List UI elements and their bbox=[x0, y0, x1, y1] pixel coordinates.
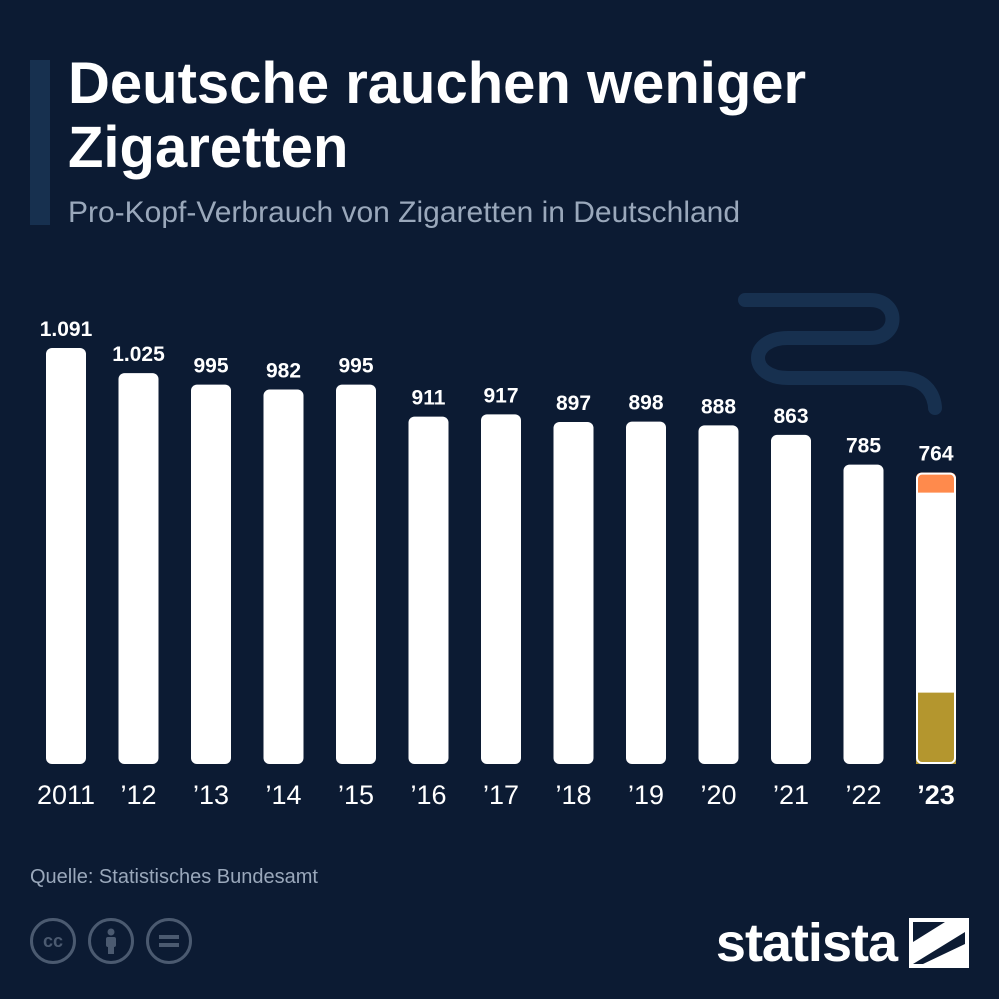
chart-subtitle: Pro-Kopf-Verbrauch von Zigaretten in Deu… bbox=[68, 196, 741, 229]
cc-icon-label: cc bbox=[42, 930, 64, 951]
value-label: 764 bbox=[918, 443, 953, 466]
bar bbox=[46, 348, 86, 764]
bar bbox=[481, 414, 521, 764]
bar bbox=[626, 421, 666, 764]
bar bbox=[553, 421, 594, 764]
source-note: Quelle: Statistisches Bundesamt bbox=[30, 866, 318, 888]
title-accent-bar bbox=[30, 60, 50, 225]
cigarette-ember bbox=[916, 472, 956, 493]
value-label: 982 bbox=[266, 360, 301, 383]
x-tick-label: ’16 bbox=[410, 780, 446, 810]
nd-equals-icon[interactable] bbox=[146, 918, 192, 964]
bar bbox=[336, 384, 376, 764]
x-tick-label: 2011 bbox=[37, 780, 95, 810]
bar bbox=[408, 416, 449, 764]
equals-glyph-icon bbox=[159, 935, 179, 947]
person-glyph-icon bbox=[106, 928, 116, 954]
license-icons: cc bbox=[30, 918, 192, 964]
bar bbox=[191, 384, 231, 764]
x-tick-label: ’21 bbox=[773, 780, 809, 810]
bar bbox=[263, 389, 304, 764]
x-tick-label: ’20 bbox=[700, 780, 736, 810]
logo-text: statista bbox=[715, 913, 898, 973]
bar-chart: 1.091 2011 1.025 ’12 995 ’13 982 ’14 995 ’15 911 ’1… bbox=[37, 293, 956, 810]
cc-icon[interactable]: cc bbox=[30, 918, 76, 964]
x-tick-label: ’18 bbox=[555, 780, 591, 810]
bar bbox=[843, 464, 884, 764]
logo-mark-icon bbox=[909, 918, 969, 968]
value-label: 888 bbox=[701, 395, 736, 418]
bar bbox=[771, 434, 811, 764]
x-tick-label: ’22 bbox=[845, 780, 881, 810]
value-label: 785 bbox=[846, 435, 881, 458]
value-label: 1.025 bbox=[112, 343, 165, 366]
x-tick-label: ’17 bbox=[483, 780, 519, 810]
bar bbox=[698, 425, 739, 764]
value-label: 995 bbox=[338, 355, 373, 378]
x-tick-label: ’13 bbox=[193, 780, 229, 810]
by-person-icon[interactable] bbox=[88, 918, 134, 964]
statista-logo[interactable]: statista bbox=[716, 913, 969, 973]
x-tick-label: ’14 bbox=[265, 780, 301, 810]
value-label: 897 bbox=[556, 392, 591, 415]
bar-highlight-cigarette bbox=[916, 472, 956, 764]
value-label: 898 bbox=[628, 392, 663, 415]
value-label: 917 bbox=[483, 384, 518, 407]
smoke-decoration bbox=[738, 293, 942, 415]
bar bbox=[118, 373, 159, 764]
cigarette-outline bbox=[916, 472, 956, 764]
chart-title: Deutsche rauchen weniger Zigaretten bbox=[68, 51, 807, 180]
x-tick-label: ’12 bbox=[120, 780, 156, 810]
value-label: 911 bbox=[412, 387, 446, 410]
cigarette-filter bbox=[916, 692, 956, 764]
value-label: 995 bbox=[193, 355, 228, 378]
x-tick-label: ’19 bbox=[628, 780, 664, 810]
value-label: 863 bbox=[773, 405, 808, 428]
value-label: 1.091 bbox=[40, 318, 93, 341]
x-tick-label: ’15 bbox=[338, 780, 374, 810]
x-tick-label: ’23 bbox=[917, 780, 955, 810]
